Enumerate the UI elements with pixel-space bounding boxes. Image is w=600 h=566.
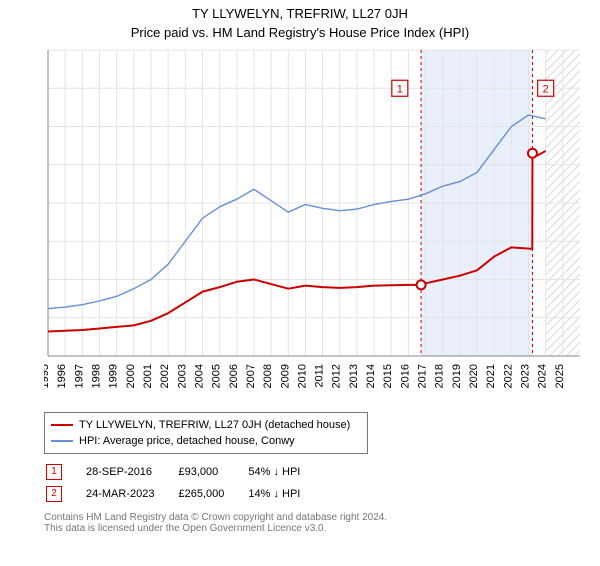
svg-text:2010: 2010 — [296, 364, 308, 388]
svg-text:2021: 2021 — [485, 364, 497, 388]
svg-text:2008: 2008 — [262, 364, 274, 388]
legend-swatch — [51, 440, 73, 442]
legend-item: HPI: Average price, detached house, Conw… — [51, 433, 361, 449]
table-row: 2 24-MAR-2023 £265,000 14% ↓ HPI — [46, 484, 322, 504]
marker-date: 28-SEP-2016 — [86, 462, 176, 482]
svg-text:2015: 2015 — [382, 364, 394, 388]
footer-line: This data is licensed under the Open Gov… — [44, 523, 600, 534]
marker-delta: 54% ↓ HPI — [248, 462, 322, 482]
svg-text:1999: 1999 — [108, 364, 120, 388]
svg-text:2013: 2013 — [348, 364, 360, 388]
svg-text:1995: 1995 — [44, 364, 51, 388]
svg-text:1997: 1997 — [73, 364, 85, 388]
line-chart: £0£50K£100K£150K£200K£250K£300K£350K£400… — [44, 46, 590, 406]
svg-text:2023: 2023 — [520, 364, 532, 388]
svg-text:2002: 2002 — [159, 364, 171, 388]
svg-text:2017: 2017 — [417, 364, 429, 388]
svg-text:2020: 2020 — [468, 364, 480, 388]
svg-text:2022: 2022 — [502, 364, 514, 388]
table-row: 1 28-SEP-2016 £93,000 54% ↓ HPI — [46, 462, 322, 482]
chart-title-2: Price paid vs. HM Land Registry's House … — [0, 25, 600, 40]
marker-price: £265,000 — [178, 484, 246, 504]
marker-badge: 1 — [46, 464, 62, 480]
svg-text:2000: 2000 — [125, 364, 137, 388]
svg-text:2006: 2006 — [228, 364, 240, 388]
svg-text:2025: 2025 — [554, 364, 566, 388]
legend-label: HPI: Average price, detached house, Conw… — [79, 435, 295, 447]
legend-item: TY LLYWELYN, TREFRIW, LL27 0JH (detached… — [51, 417, 361, 433]
chart-title-1: TY LLYWELYN, TREFRIW, LL27 0JH — [0, 6, 600, 21]
svg-text:2004: 2004 — [193, 364, 205, 388]
legend: TY LLYWELYN, TREFRIW, LL27 0JH (detached… — [44, 412, 368, 454]
svg-text:1: 1 — [397, 83, 403, 95]
svg-text:2007: 2007 — [245, 364, 257, 388]
marker-date: 24-MAR-2023 — [86, 484, 176, 504]
legend-swatch — [51, 424, 73, 426]
svg-text:2019: 2019 — [451, 364, 463, 388]
footer-line: Contains HM Land Registry data © Crown c… — [44, 512, 600, 523]
chart-area: £0£50K£100K£150K£200K£250K£300K£350K£400… — [44, 46, 590, 406]
svg-text:2: 2 — [543, 83, 549, 95]
svg-text:1998: 1998 — [90, 364, 102, 388]
svg-text:2018: 2018 — [434, 364, 446, 388]
marker-price: £93,000 — [178, 462, 246, 482]
marker-delta: 14% ↓ HPI — [248, 484, 322, 504]
svg-text:2009: 2009 — [279, 364, 291, 388]
marker-badge: 2 — [46, 486, 62, 502]
svg-text:2003: 2003 — [176, 364, 188, 388]
svg-text:2005: 2005 — [211, 364, 223, 388]
svg-text:2012: 2012 — [331, 364, 343, 388]
footer: Contains HM Land Registry data © Crown c… — [44, 512, 600, 534]
svg-text:2014: 2014 — [365, 364, 377, 388]
svg-text:2001: 2001 — [142, 364, 154, 388]
marker-table: 1 28-SEP-2016 £93,000 54% ↓ HPI 2 24-MAR… — [44, 460, 324, 506]
svg-text:2011: 2011 — [314, 364, 326, 388]
svg-text:1996: 1996 — [56, 364, 68, 388]
svg-text:2024: 2024 — [537, 364, 549, 388]
svg-text:2016: 2016 — [399, 364, 411, 388]
legend-label: TY LLYWELYN, TREFRIW, LL27 0JH (detached… — [79, 419, 350, 431]
